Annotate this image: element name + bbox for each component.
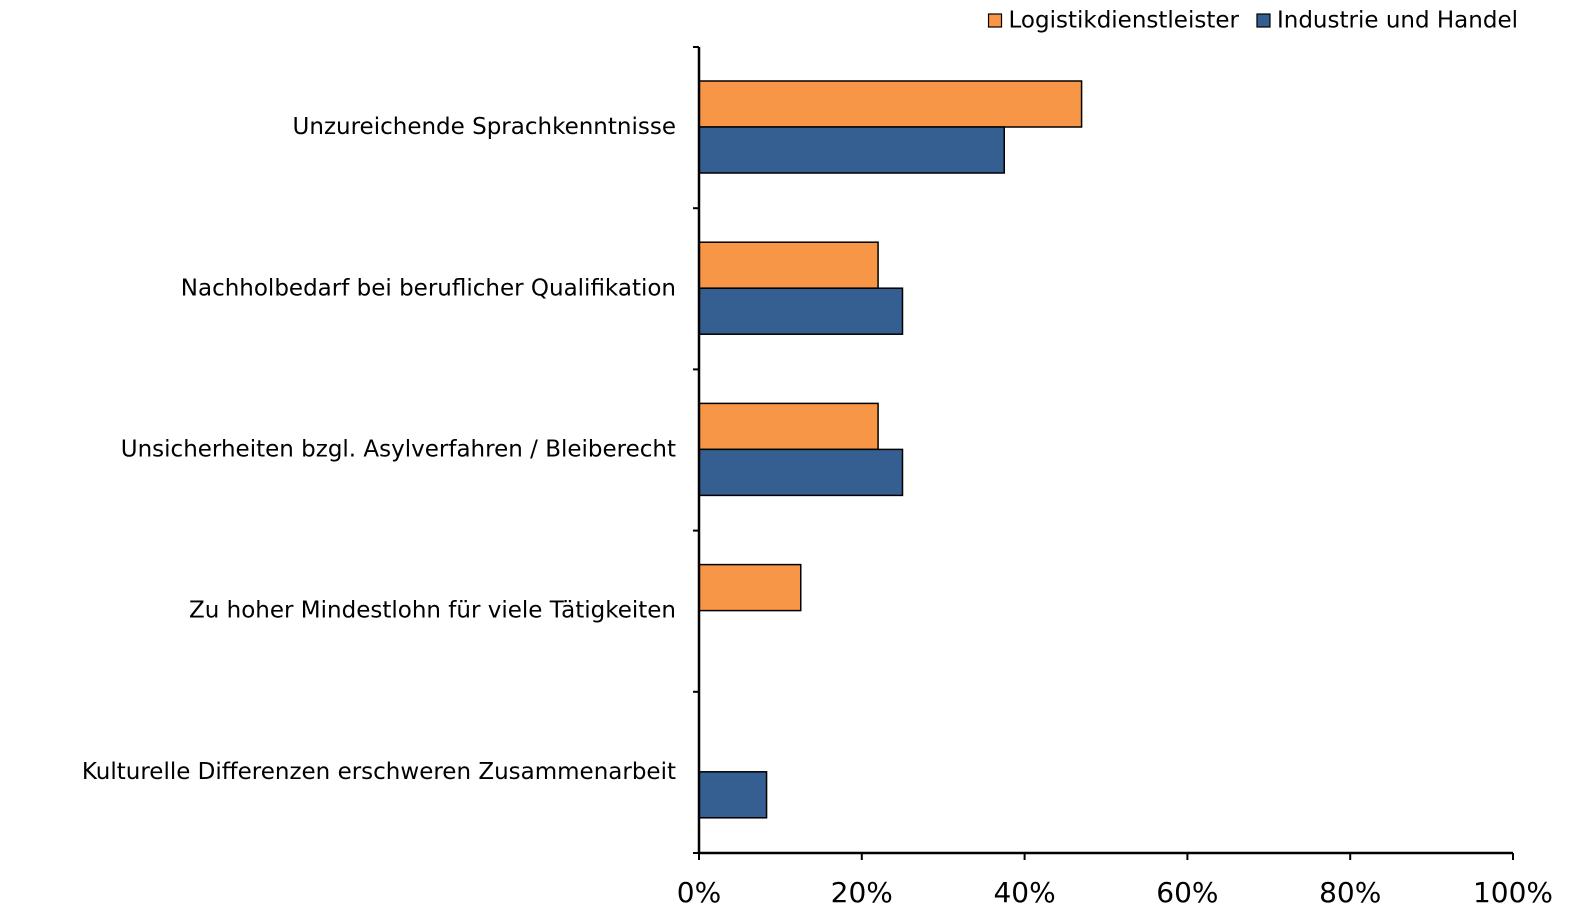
bar — [698, 126, 1005, 174]
y-tick-label: Zu hoher Mindestlohn für viele Tätigkeit… — [189, 598, 676, 624]
bar — [698, 80, 1083, 128]
y-tick-label: Unsicherheiten bzgl. Asylverfahren / Ble… — [121, 437, 676, 463]
bar — [698, 402, 879, 451]
x-tick-label: 0% — [677, 876, 721, 909]
bar — [698, 771, 768, 819]
bar — [698, 448, 904, 497]
x-tick-label: 40% — [993, 876, 1055, 909]
x-tick-label: 100% — [1473, 876, 1553, 909]
x-tick-label: 80% — [1319, 876, 1381, 909]
legend-swatch — [987, 13, 1003, 28]
bar — [698, 563, 802, 612]
bar — [698, 287, 904, 335]
bar — [698, 241, 879, 289]
legend-swatch — [1256, 13, 1271, 28]
y-tick-label: Unzureichende Sprachkenntnisse — [293, 114, 676, 140]
legend-label: Logistikdienstleister — [1009, 8, 1240, 34]
y-tick-label: Kulturelle Differenzen erschweren Zusamm… — [82, 759, 676, 785]
legend-label: Industrie und Handel — [1277, 8, 1518, 34]
x-tick-label: 60% — [1156, 876, 1218, 909]
x-tick-label: 20% — [831, 876, 893, 909]
y-tick-label: Nachholbedarf bei beruflicher Qualifikat… — [181, 275, 676, 301]
